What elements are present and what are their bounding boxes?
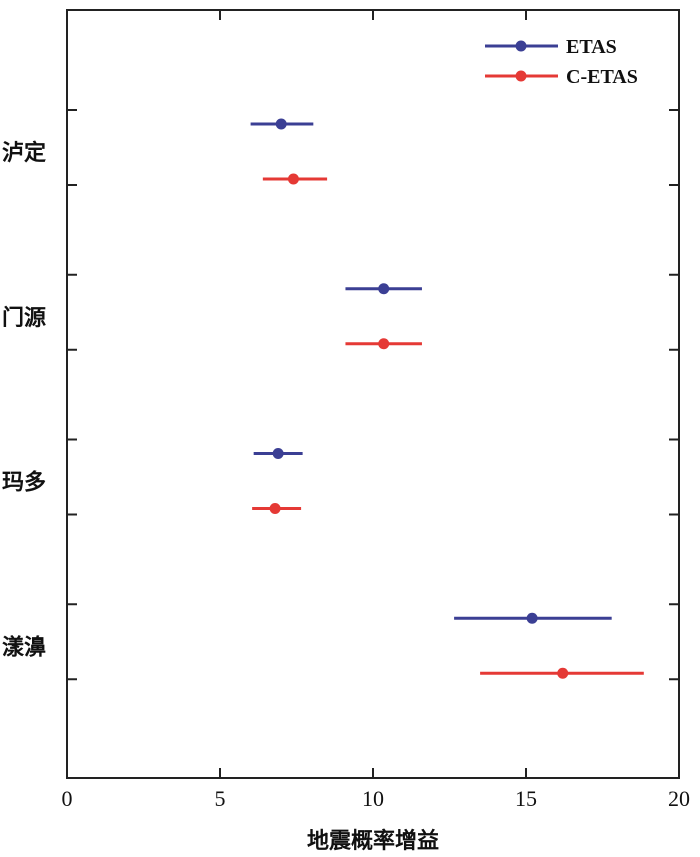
x-axis-title: 地震概率增益 xyxy=(307,828,439,854)
point-0-2 xyxy=(272,448,284,459)
x-tick-label-4: 20 xyxy=(668,786,690,811)
point-0-0 xyxy=(275,118,287,130)
category-label-3: 漾濞 xyxy=(2,634,46,660)
plot-frame xyxy=(66,9,680,779)
x-tick-label-0: 0 xyxy=(62,786,73,811)
x-tick-label-3: 15 xyxy=(515,786,537,811)
axis-ticks xyxy=(66,10,680,778)
point-0-1 xyxy=(378,283,390,295)
legend-label-0: ETAS xyxy=(566,36,617,58)
x-tick-labels: 0 5 10 15 20 xyxy=(62,786,691,811)
legend-marker-0 xyxy=(515,40,527,52)
point-1-3 xyxy=(557,667,569,679)
point-1-2 xyxy=(269,503,281,514)
x-tick-label-1: 5 xyxy=(215,786,226,811)
category-label-0: 泸定 xyxy=(2,140,46,166)
point-0-3 xyxy=(526,612,538,624)
point-1-1 xyxy=(378,338,390,350)
x-tick-label-2: 10 xyxy=(362,786,384,811)
legend: ETAS C-ETAS xyxy=(485,36,638,88)
point-1-0 xyxy=(287,173,299,185)
legend-label-1: C-ETAS xyxy=(566,66,638,88)
data-marks xyxy=(250,118,644,679)
category-label-1: 门源 xyxy=(2,305,46,331)
category-label-2: 玛多 xyxy=(2,470,46,496)
legend-marker-1 xyxy=(515,70,527,82)
